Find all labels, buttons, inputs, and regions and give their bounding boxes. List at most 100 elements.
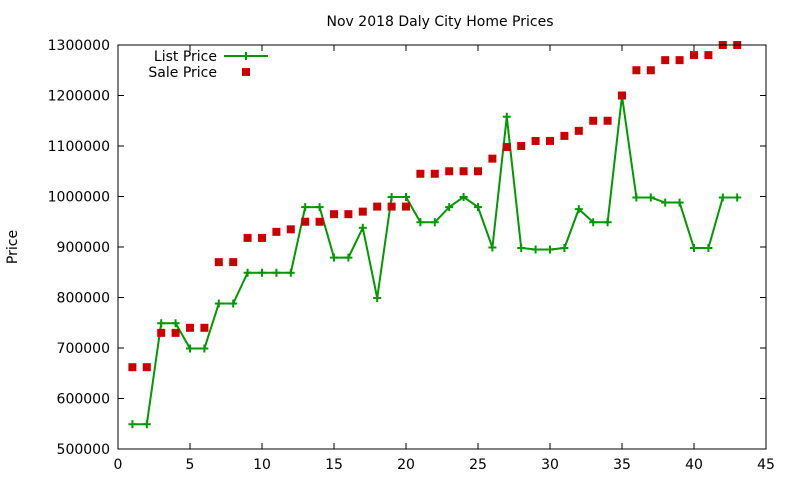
- list-price-point: [214, 299, 223, 308]
- sale-price-point: [531, 136, 540, 145]
- list-price-point: [416, 218, 425, 227]
- y-tick-label: 900000: [57, 240, 110, 256]
- list-price-point: [373, 294, 382, 303]
- y-tick-label: 1300000: [48, 38, 110, 54]
- sale-price-point: [286, 225, 295, 234]
- x-tick-label: 35: [613, 457, 631, 473]
- legend-label-list-price: List Price: [154, 49, 217, 65]
- sale-price-point: [502, 143, 511, 152]
- list-price-point: [358, 223, 367, 232]
- x-tick-label: 25: [469, 457, 487, 473]
- sale-price-point: [632, 66, 641, 75]
- list-price-point: [243, 268, 252, 277]
- list-price-point: [546, 245, 554, 254]
- sale-price-point: [214, 258, 223, 267]
- list-price-point: [344, 253, 353, 262]
- list-price-point: [229, 299, 238, 308]
- sale-price-point: [618, 91, 626, 100]
- list-price-point: [445, 203, 454, 212]
- x-tick-label: 45: [757, 457, 775, 473]
- sale-price-point: [675, 56, 684, 65]
- list-price-point: [675, 198, 684, 207]
- y-tick-label: 1000000: [48, 190, 110, 206]
- sale-price-point: [517, 142, 526, 150]
- sale-price-point: [402, 202, 410, 211]
- list-price-line: [132, 95, 738, 426]
- chart-title: Nov 2018 Daly City Home Prices: [327, 14, 554, 30]
- list-price-point: [387, 193, 396, 202]
- sale-price-point: [603, 116, 612, 125]
- list-price-point: [186, 344, 194, 353]
- list-price-point: [632, 193, 641, 202]
- sale-price-point: [445, 167, 454, 176]
- sale-price-point: [646, 66, 655, 75]
- sale-price-point: [301, 217, 310, 226]
- sale-price-point: [574, 126, 583, 135]
- list-price-point: [272, 268, 281, 277]
- list-price-point: [646, 193, 655, 202]
- list-price-point: [589, 218, 598, 227]
- list-price-point: [474, 203, 482, 212]
- sale-price-point: [690, 51, 698, 60]
- y-tick-label: 700000: [57, 341, 110, 357]
- sale-price-point: [488, 154, 497, 163]
- y-tick-label: 1100000: [48, 139, 110, 155]
- y-tick-label: 800000: [57, 291, 110, 307]
- y-axis-label: Price: [5, 230, 21, 264]
- series-sale-price: [128, 41, 742, 372]
- list-price-point: [488, 243, 497, 252]
- y-tick-label: 1200000: [48, 89, 110, 105]
- sale-price-point: [474, 167, 482, 176]
- list-price-point: [690, 244, 698, 253]
- y-tick-label: 600000: [57, 392, 110, 408]
- legend: List Price Sale Price: [148, 49, 268, 81]
- x-tick-label: 30: [541, 457, 559, 473]
- sale-price-point: [171, 328, 180, 337]
- sale-price-point: [186, 323, 194, 332]
- legend-marker-sale-price: [242, 68, 250, 76]
- sale-price-point: [459, 167, 468, 176]
- axes: 0 5 10 15 20 25 30 35 40 45 500000 600000 700000 8000…: [48, 38, 775, 473]
- x-tick-label: 20: [397, 457, 415, 473]
- x-tick-label: 5: [186, 457, 195, 473]
- sale-price-point: [560, 131, 569, 140]
- list-price-point: [330, 253, 338, 262]
- legend-label-sale-price: Sale Price: [148, 65, 217, 81]
- list-price-point: [733, 193, 742, 202]
- list-price-point: [157, 319, 166, 328]
- sale-price-point: [330, 210, 338, 219]
- sale-price-point: [358, 207, 367, 216]
- list-price-point: [661, 198, 670, 207]
- list-price-point: [128, 420, 137, 429]
- list-price-point: [315, 203, 324, 212]
- x-tick-label: 0: [114, 457, 123, 473]
- sale-price-point: [344, 210, 353, 219]
- list-price-point: [603, 218, 612, 227]
- list-price-point: [171, 319, 180, 328]
- x-tick-label: 10: [253, 457, 271, 473]
- list-price-point: [286, 268, 295, 277]
- list-price-point: [430, 218, 439, 227]
- list-price-point: [718, 193, 727, 202]
- sale-price-point: [315, 217, 324, 226]
- sale-price-point: [589, 116, 598, 125]
- sale-price-point: [546, 136, 554, 145]
- plot-frame: [117, 44, 767, 450]
- sale-price-point: [258, 233, 266, 242]
- sale-price-point: [142, 363, 151, 372]
- list-price-point: [502, 112, 511, 121]
- sale-price-point: [272, 227, 281, 236]
- sale-price-point: [661, 56, 670, 65]
- list-price-point: [560, 244, 569, 253]
- list-price-point: [574, 205, 583, 214]
- list-price-point: [459, 193, 468, 202]
- sale-price-point: [430, 169, 439, 178]
- list-price-point: [200, 344, 209, 353]
- x-tick-label: 15: [325, 457, 343, 473]
- list-price-point: [258, 268, 266, 277]
- list-price-point: [704, 244, 713, 253]
- sale-price-point: [243, 233, 252, 242]
- sale-price-point: [128, 363, 137, 372]
- sale-price-point: [704, 51, 713, 60]
